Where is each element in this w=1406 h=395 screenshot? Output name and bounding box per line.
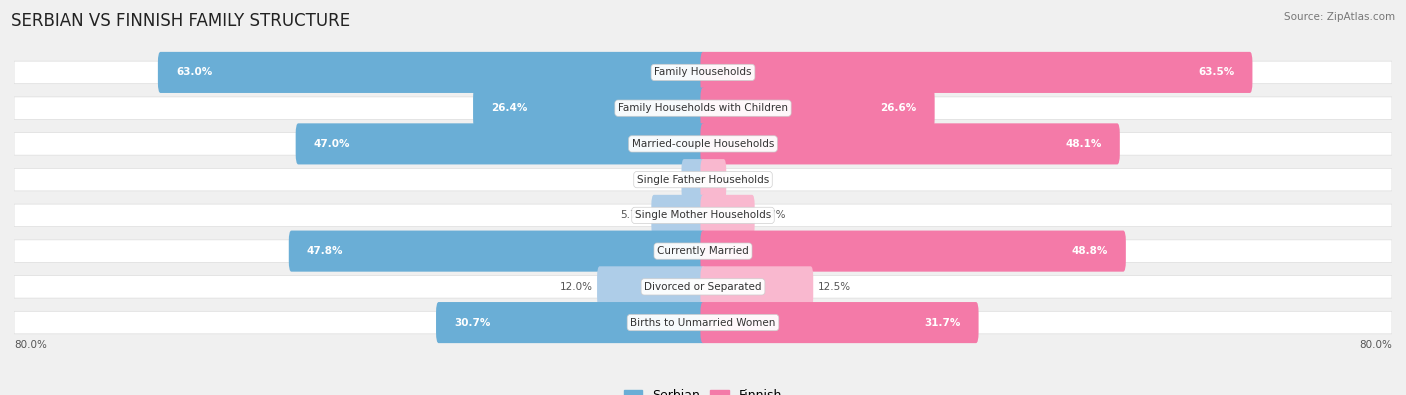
Text: 63.5%: 63.5% <box>1198 68 1234 77</box>
FancyBboxPatch shape <box>598 266 706 307</box>
Text: 12.0%: 12.0% <box>560 282 593 292</box>
FancyBboxPatch shape <box>14 61 1392 84</box>
Text: 48.8%: 48.8% <box>1071 246 1108 256</box>
FancyBboxPatch shape <box>700 302 979 343</box>
Text: Single Father Households: Single Father Households <box>637 175 769 184</box>
FancyBboxPatch shape <box>700 266 813 307</box>
FancyBboxPatch shape <box>651 195 706 236</box>
FancyBboxPatch shape <box>14 168 1392 191</box>
Text: 80.0%: 80.0% <box>14 340 46 350</box>
FancyBboxPatch shape <box>700 88 935 129</box>
FancyBboxPatch shape <box>14 133 1392 155</box>
Text: 26.6%: 26.6% <box>880 103 917 113</box>
Text: 63.0%: 63.0% <box>176 68 212 77</box>
Text: 31.7%: 31.7% <box>924 318 960 327</box>
Text: Divorced or Separated: Divorced or Separated <box>644 282 762 292</box>
Text: Family Households: Family Households <box>654 68 752 77</box>
FancyBboxPatch shape <box>700 52 1253 93</box>
Text: 48.1%: 48.1% <box>1066 139 1102 149</box>
FancyBboxPatch shape <box>157 52 706 93</box>
Text: 2.4%: 2.4% <box>731 175 756 184</box>
FancyBboxPatch shape <box>472 88 706 129</box>
Text: Births to Unmarried Women: Births to Unmarried Women <box>630 318 776 327</box>
Text: Family Households with Children: Family Households with Children <box>619 103 787 113</box>
Text: 80.0%: 80.0% <box>1360 340 1392 350</box>
FancyBboxPatch shape <box>700 123 1119 164</box>
Text: 30.7%: 30.7% <box>454 318 491 327</box>
Text: 12.5%: 12.5% <box>817 282 851 292</box>
Text: Married-couple Households: Married-couple Households <box>631 139 775 149</box>
Text: 5.7%: 5.7% <box>620 211 647 220</box>
FancyBboxPatch shape <box>288 231 706 272</box>
Text: Currently Married: Currently Married <box>657 246 749 256</box>
FancyBboxPatch shape <box>14 311 1392 334</box>
FancyBboxPatch shape <box>682 159 706 200</box>
FancyBboxPatch shape <box>14 204 1392 227</box>
Text: 2.2%: 2.2% <box>651 175 678 184</box>
Text: SERBIAN VS FINNISH FAMILY STRUCTURE: SERBIAN VS FINNISH FAMILY STRUCTURE <box>11 12 350 30</box>
FancyBboxPatch shape <box>14 276 1392 298</box>
Text: 47.8%: 47.8% <box>307 246 343 256</box>
FancyBboxPatch shape <box>700 195 755 236</box>
Text: Source: ZipAtlas.com: Source: ZipAtlas.com <box>1284 12 1395 22</box>
FancyBboxPatch shape <box>14 97 1392 119</box>
Text: Single Mother Households: Single Mother Households <box>636 211 770 220</box>
Text: 47.0%: 47.0% <box>314 139 350 149</box>
FancyBboxPatch shape <box>436 302 706 343</box>
FancyBboxPatch shape <box>14 240 1392 262</box>
FancyBboxPatch shape <box>700 231 1126 272</box>
Text: 26.4%: 26.4% <box>491 103 527 113</box>
FancyBboxPatch shape <box>700 159 727 200</box>
Text: 5.7%: 5.7% <box>759 211 786 220</box>
Legend: Serbian, Finnish: Serbian, Finnish <box>619 384 787 395</box>
FancyBboxPatch shape <box>295 123 706 164</box>
